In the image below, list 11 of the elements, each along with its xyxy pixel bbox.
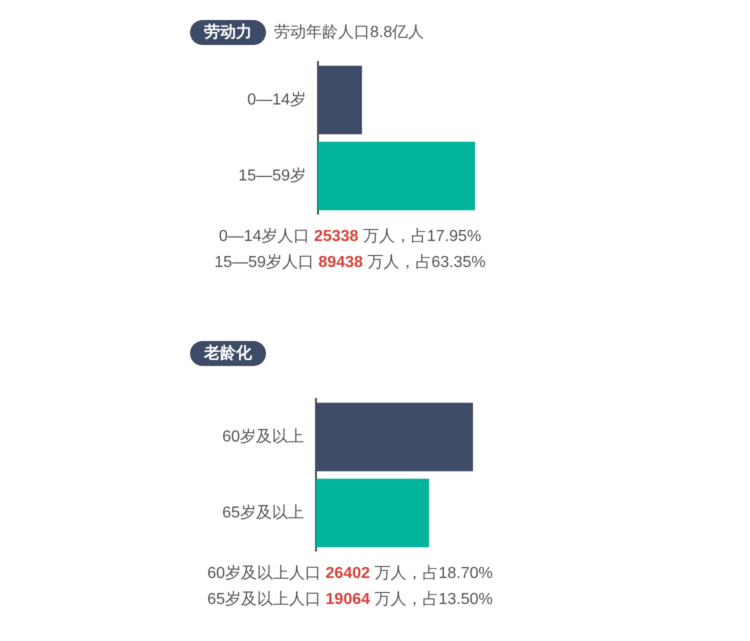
text: 65岁及以上人口 19064 万人，占13.50% [206,590,494,610]
y-tick-label: 15—59岁 [238,166,306,184]
text: 0—14岁人口 25338 万人，占17.95% [218,226,482,247]
text: 15—59岁人口 89438 万人，占63.35% [213,252,487,273]
y-tick-label: 60岁及以上 [222,427,304,446]
chart-title: 老龄化 [190,341,266,366]
y-tick-label: 0—14岁 [247,90,306,108]
text: 60岁及以上人口 26402 万人，占18.70% [206,564,494,584]
y-tick-label: 65岁及以上 [222,503,304,522]
chart-title: 劳动力 [190,20,266,45]
chart-subtitle: 劳动年龄人口8.8亿人 [274,22,424,43]
